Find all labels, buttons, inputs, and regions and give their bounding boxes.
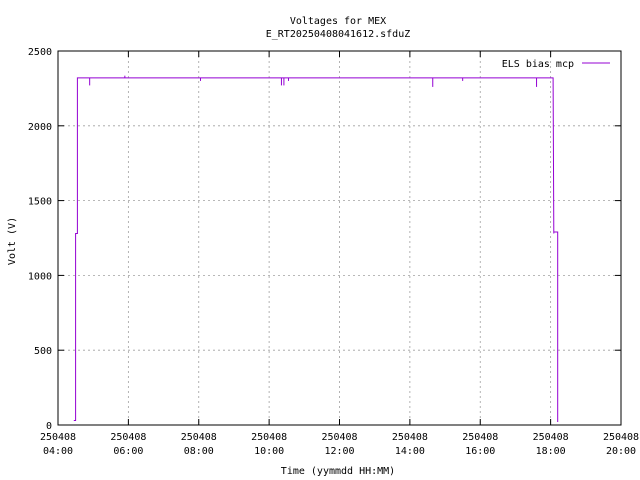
x-tick-label-date: 250408 bbox=[603, 432, 639, 443]
y-axis-label: Volt (V) bbox=[7, 217, 18, 265]
x-tick-label-date: 250408 bbox=[462, 432, 498, 443]
y-tick-label: 2000 bbox=[28, 122, 52, 133]
y-tick-label: 0 bbox=[46, 421, 52, 432]
x-tick-label-time: 12:00 bbox=[324, 446, 354, 457]
x-tick-label-date: 250408 bbox=[321, 432, 357, 443]
x-tick-label-date: 250408 bbox=[110, 432, 146, 443]
x-tick-label-date: 250408 bbox=[533, 432, 569, 443]
x-tick-label-date: 250408 bbox=[392, 432, 428, 443]
x-tick-label-date: 250408 bbox=[40, 432, 76, 443]
x-tick-label-time: 18:00 bbox=[536, 446, 566, 457]
x-tick-label-time: 16:00 bbox=[465, 446, 495, 457]
x-tick-label-date: 250408 bbox=[251, 432, 287, 443]
y-tick-label: 500 bbox=[34, 346, 52, 357]
legend: ELS bias mcp bbox=[502, 59, 610, 70]
x-tick-label-time: 10:00 bbox=[254, 446, 284, 457]
legend-label: ELS bias mcp bbox=[502, 59, 574, 70]
x-tick-label-date: 250408 bbox=[181, 432, 217, 443]
y-tick-label: 1500 bbox=[28, 197, 52, 208]
y-tick-label: 1000 bbox=[28, 271, 52, 282]
x-tick-label-time: 04:00 bbox=[43, 446, 73, 457]
y-tick-label: 2500 bbox=[28, 47, 52, 58]
series-layer bbox=[73, 75, 559, 422]
x-tick-label-time: 14:00 bbox=[395, 446, 425, 457]
grid bbox=[58, 51, 621, 425]
x-tick-label-time: 08:00 bbox=[184, 446, 214, 457]
x-tick-label-time: 20:00 bbox=[606, 446, 636, 457]
chart-subtitle: E_RT20250408041612.sfduZ bbox=[266, 29, 411, 40]
chart-title: Voltages for MEX bbox=[290, 16, 386, 27]
x-axis-label: Time (yymmdd HH:MM) bbox=[281, 466, 395, 477]
ticks: 0 500 1000 1500 2000 2500 250408 04:00 250408 06:… bbox=[28, 47, 639, 457]
series-line-elsbiasmcp bbox=[73, 77, 559, 422]
x-tick-label-time: 06:00 bbox=[113, 446, 143, 457]
